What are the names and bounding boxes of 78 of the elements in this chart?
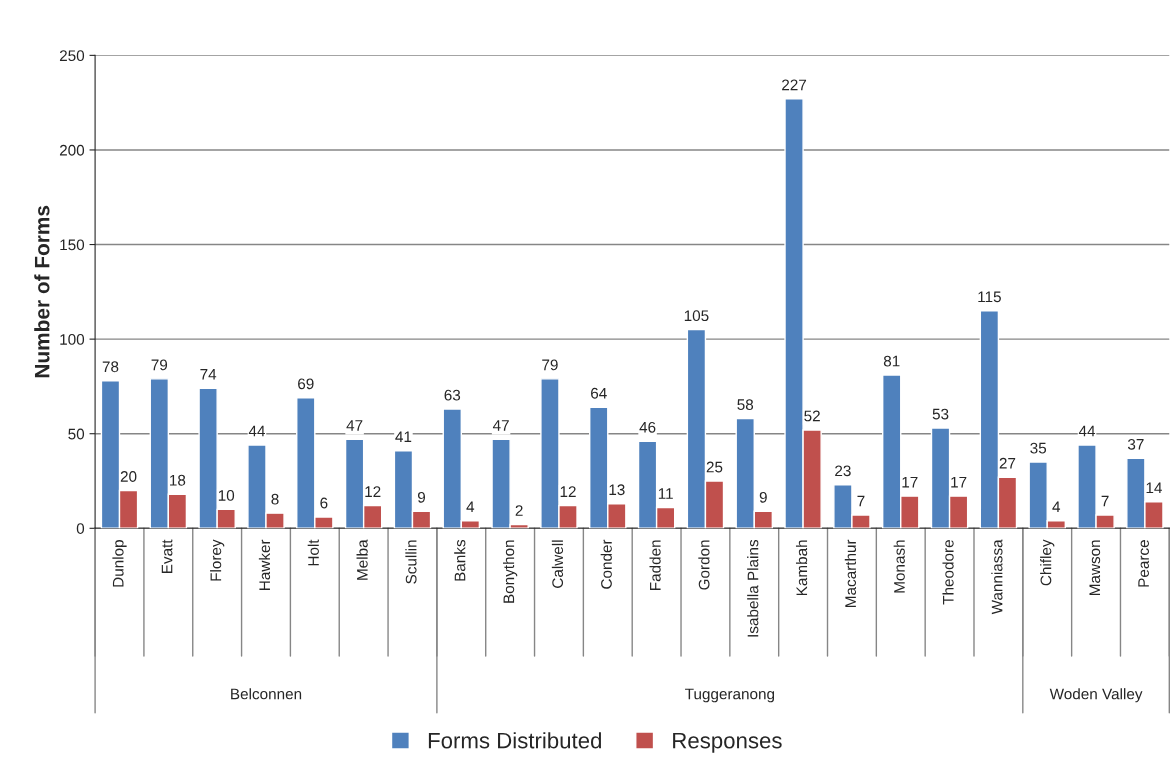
- data-label: 79: [151, 359, 168, 371]
- x-tick-label: Banks: [454, 539, 466, 581]
- data-label: 8: [271, 493, 279, 505]
- y-tick-label: 200: [59, 144, 85, 156]
- x-tick-label: Mawson: [1089, 540, 1101, 596]
- x-tick-label: Gordon: [698, 540, 710, 590]
- data-label: 17: [951, 476, 967, 488]
- data-label: 9: [417, 491, 426, 503]
- data-label: 12: [560, 486, 576, 497]
- y-axis-title: Number of Forms: [34, 205, 50, 378]
- text: Tuggeranong: [685, 688, 775, 703]
- data-label: 35: [1030, 442, 1047, 454]
- data-label: 47: [492, 420, 509, 431]
- x-tick-label: Monash: [893, 540, 905, 593]
- legend-label: Forms Distributed: [428, 732, 601, 749]
- x-tick-label: Macarthur: [844, 539, 857, 607]
- x-tick-label: Bonython: [503, 540, 518, 603]
- x-tick-label: Calwell: [551, 540, 564, 588]
- data-label: 81: [883, 355, 900, 367]
- x-tick-label: Pearce: [1138, 540, 1149, 587]
- legend-label: Responses: [673, 732, 782, 753]
- y-tick-label: 250: [59, 50, 85, 62]
- text: Belconnen: [231, 688, 302, 700]
- x-tick-label: Conder: [600, 539, 612, 589]
- y-tick-label: 100: [60, 334, 85, 345]
- x-tick-label: Isabella Plains: [747, 539, 759, 637]
- x-tick-label: Florey: [210, 539, 225, 581]
- data-label: 41: [395, 431, 412, 443]
- data-label: 25: [706, 461, 723, 473]
- data-label: 9: [759, 491, 767, 503]
- x-tick-label: Chifley: [1040, 539, 1055, 586]
- data-label: 2: [515, 505, 523, 516]
- x-tick-label: Scullin: [405, 540, 417, 584]
- data-label: 23: [835, 465, 851, 477]
- data-label: 115: [978, 291, 1001, 303]
- data-label: 78: [102, 361, 119, 373]
- text: Woden Valley: [1049, 688, 1143, 703]
- x-tick-label: Theodore: [942, 540, 954, 605]
- data-label: 13: [609, 484, 625, 496]
- data-label: 46: [639, 421, 656, 433]
- data-label: 79: [542, 359, 558, 371]
- data-label: 47: [346, 420, 363, 431]
- data-label: 20: [120, 471, 137, 482]
- data-label: 44: [248, 425, 266, 437]
- y-tick-label: 0: [76, 523, 85, 534]
- data-label: 14: [1146, 482, 1162, 494]
- y-tick-label: 150: [60, 239, 85, 251]
- data-label: 6: [320, 497, 328, 509]
- data-label: 52: [804, 410, 820, 422]
- x-tick-label: Fadden: [649, 540, 661, 590]
- data-label: 10: [218, 489, 235, 501]
- data-label: 105: [684, 310, 709, 322]
- x-tick-label: Hawker: [258, 539, 271, 590]
- data-label: 63: [444, 389, 461, 401]
- data-label: 227: [782, 79, 807, 91]
- data-label: 7: [857, 495, 865, 507]
- x-tick-label: Wanniassa: [991, 539, 1003, 615]
- x-tick-label: Kambah: [795, 540, 808, 596]
- data-label: 27: [999, 457, 1016, 469]
- data-label: 17: [902, 476, 918, 488]
- data-label: 4: [1052, 501, 1061, 513]
- data-label: 69: [298, 378, 314, 390]
- data-label: 44: [1078, 425, 1096, 437]
- data-label: 12: [365, 486, 381, 497]
- x-tick-label: Dunlop: [112, 540, 127, 587]
- data-label: 64: [591, 387, 607, 399]
- data-label: 37: [1127, 438, 1144, 450]
- data-label: 74: [200, 369, 217, 380]
- x-tick-label: Melba: [356, 539, 368, 580]
- data-label: 53: [932, 408, 949, 420]
- x-tick-label: Evatt: [161, 539, 173, 573]
- data-label: 18: [170, 474, 186, 486]
- data-label: 11: [658, 488, 673, 499]
- data-label: 58: [737, 399, 754, 411]
- x-tick-label: Holt: [307, 539, 319, 566]
- data-label: 7: [1101, 495, 1109, 507]
- data-label: 4: [466, 501, 475, 513]
- y-tick-label: 50: [68, 428, 85, 440]
